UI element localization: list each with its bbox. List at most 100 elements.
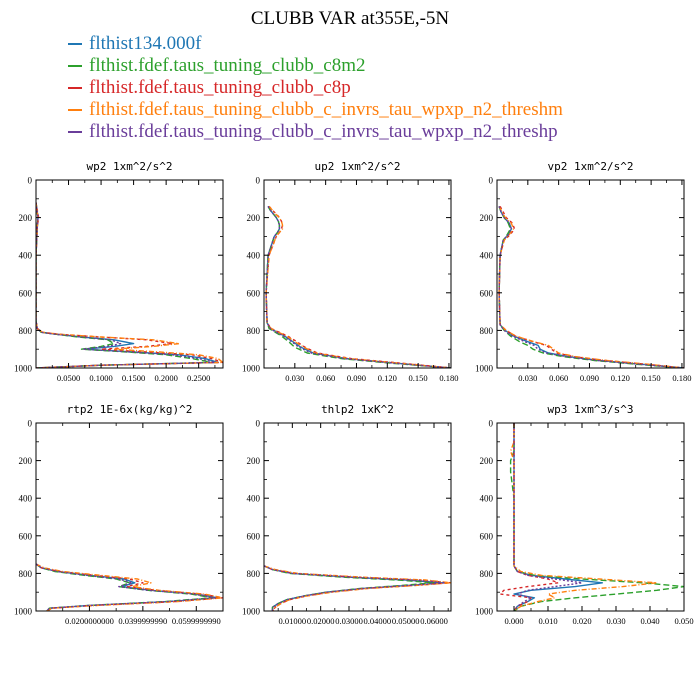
series-line	[498, 206, 684, 368]
y-tick-label: 600	[480, 531, 494, 541]
panel-title: rtp2 1E-6x(kg/kg)^2	[67, 403, 193, 416]
y-tick-label: 600	[19, 288, 33, 298]
y-tick-label: 800	[247, 326, 261, 336]
x-tick-label: 0.030	[285, 373, 304, 383]
legend-item: flthist.fdef.taus_tuning_clubb_c8p	[68, 77, 563, 99]
x-tick-label: 0.2500	[187, 373, 210, 383]
series-group	[36, 563, 223, 611]
y-tick-label: 400	[19, 494, 33, 504]
series-line	[509, 423, 658, 611]
x-tick-label: 0.05000	[392, 616, 420, 626]
y-tick-label: 600	[247, 531, 261, 541]
y-tick-label: 600	[247, 288, 261, 298]
y-tick-label: 200	[19, 213, 33, 223]
chart-panel: thlp2 1xK^2 0 200 400 600 800 1000 0.01000 0.020…	[242, 403, 452, 626]
series-line	[36, 563, 214, 611]
plot-frame	[35, 422, 224, 612]
chart-panel: vp2 1xm^2/s^2 0 200 400 600 800 1000 0.030 0.060…	[475, 160, 692, 383]
series-line	[509, 423, 684, 611]
y-tick-label: 400	[480, 251, 494, 261]
panel-title: vp2 1xm^2/s^2	[547, 160, 633, 173]
legend-label: flthist.fdef.taus_tuning_clubb_c_invrs_t…	[89, 121, 558, 142]
y-tick-label: 400	[19, 251, 33, 261]
y-tick-label: 0	[489, 419, 494, 429]
series-group	[264, 565, 451, 611]
y-tick-label: 0	[28, 419, 33, 429]
y-tick-label: 1000	[242, 364, 261, 374]
x-tick-label: 0.04000	[364, 616, 392, 626]
legend-label: flthist134.000f	[89, 33, 202, 54]
legend-item: flthist.fdef.taus_tuning_clubb_c_invrs_t…	[68, 121, 563, 143]
plot-frame	[263, 179, 452, 369]
y-tick-label: 800	[19, 569, 33, 579]
series-group	[36, 202, 223, 368]
y-tick-label: 0	[28, 176, 33, 186]
x-tick-label: 0.0500	[57, 373, 80, 383]
plot-frame	[263, 422, 452, 612]
y-tick-label: 800	[247, 569, 261, 579]
y-tick-label: 200	[19, 456, 33, 466]
legend-item: flthist134.000f	[68, 33, 563, 55]
legend-swatch-line-icon	[68, 65, 82, 67]
y-tick-label: 0	[256, 419, 261, 429]
series-line	[498, 205, 684, 368]
legend-item: flthist.fdef.taus_tuning_clubb_c8m2	[68, 55, 563, 77]
x-tick-label: 0.090	[580, 373, 599, 383]
x-tick-label: 0.0399999990	[118, 616, 167, 626]
legend-label: flthist.fdef.taus_tuning_clubb_c_invrs_t…	[89, 99, 563, 120]
x-tick-label: 0.06000	[420, 616, 448, 626]
chart-panel: wp2 1xm^2/s^2 0 200 400 600 800 1000 0.0500 0.10…	[14, 160, 224, 383]
y-tick-label: 400	[247, 251, 261, 261]
y-tick-label: 800	[480, 569, 494, 579]
series-group	[265, 205, 451, 368]
x-tick-label: 0.1500	[122, 373, 145, 383]
legend-swatch-line-icon	[68, 43, 82, 45]
series-line	[498, 206, 684, 368]
x-tick-label: 0.2000	[154, 373, 177, 383]
panel-title: wp3 1xm^3/s^3	[547, 403, 633, 416]
x-tick-label: 0.020	[572, 616, 591, 626]
x-tick-label: 0.030	[518, 373, 537, 383]
x-tick-label: 0.060	[316, 373, 335, 383]
panel-title: thlp2 1xK^2	[321, 403, 394, 416]
x-tick-label: 0.090	[347, 373, 366, 383]
x-tick-label: 0.180	[672, 373, 691, 383]
legend-label: flthist.fdef.taus_tuning_clubb_c8p	[89, 77, 351, 98]
x-tick-label: 0.050	[674, 616, 693, 626]
x-tick-label: 0.040	[640, 616, 659, 626]
panel-title: up2 1xm^2/s^2	[314, 160, 400, 173]
series-line	[513, 423, 604, 611]
x-tick-label: 0.180	[439, 373, 458, 383]
series-line	[265, 205, 451, 368]
x-tick-label: 0.120	[378, 373, 397, 383]
series-line	[499, 423, 559, 611]
series-group	[499, 423, 684, 611]
x-tick-label: 0.120	[611, 373, 630, 383]
series-line	[36, 202, 223, 368]
x-tick-label: 0.150	[642, 373, 661, 383]
y-tick-label: 0	[489, 176, 494, 186]
x-tick-label: 0.0599999990	[172, 616, 221, 626]
x-tick-label: 0.02000	[307, 616, 335, 626]
legend-swatch-line-icon	[68, 87, 82, 89]
y-tick-label: 600	[19, 531, 33, 541]
y-tick-label: 1000	[242, 607, 261, 617]
y-tick-label: 200	[480, 213, 494, 223]
x-tick-label: 0.030	[606, 616, 625, 626]
legend-label: flthist.fdef.taus_tuning_clubb_c8m2	[89, 55, 366, 76]
legend-swatch-line-icon	[68, 131, 82, 133]
x-tick-label: 0.01000	[279, 616, 307, 626]
y-tick-label: 800	[480, 326, 494, 336]
y-tick-label: 1000	[475, 607, 494, 617]
x-tick-label: 0.1000	[89, 373, 112, 383]
y-tick-label: 400	[480, 494, 494, 504]
series-line	[36, 563, 223, 611]
y-tick-label: 1000	[14, 364, 33, 374]
y-tick-label: 0	[256, 176, 261, 186]
series-line	[36, 202, 216, 368]
legend-swatch-line-icon	[68, 109, 82, 111]
chart-panel: wp3 1xm^3/s^3 0 200 400 600 800 1000 0.000 0.010…	[475, 403, 694, 626]
y-tick-label: 200	[480, 456, 494, 466]
y-tick-label: 200	[247, 456, 261, 466]
